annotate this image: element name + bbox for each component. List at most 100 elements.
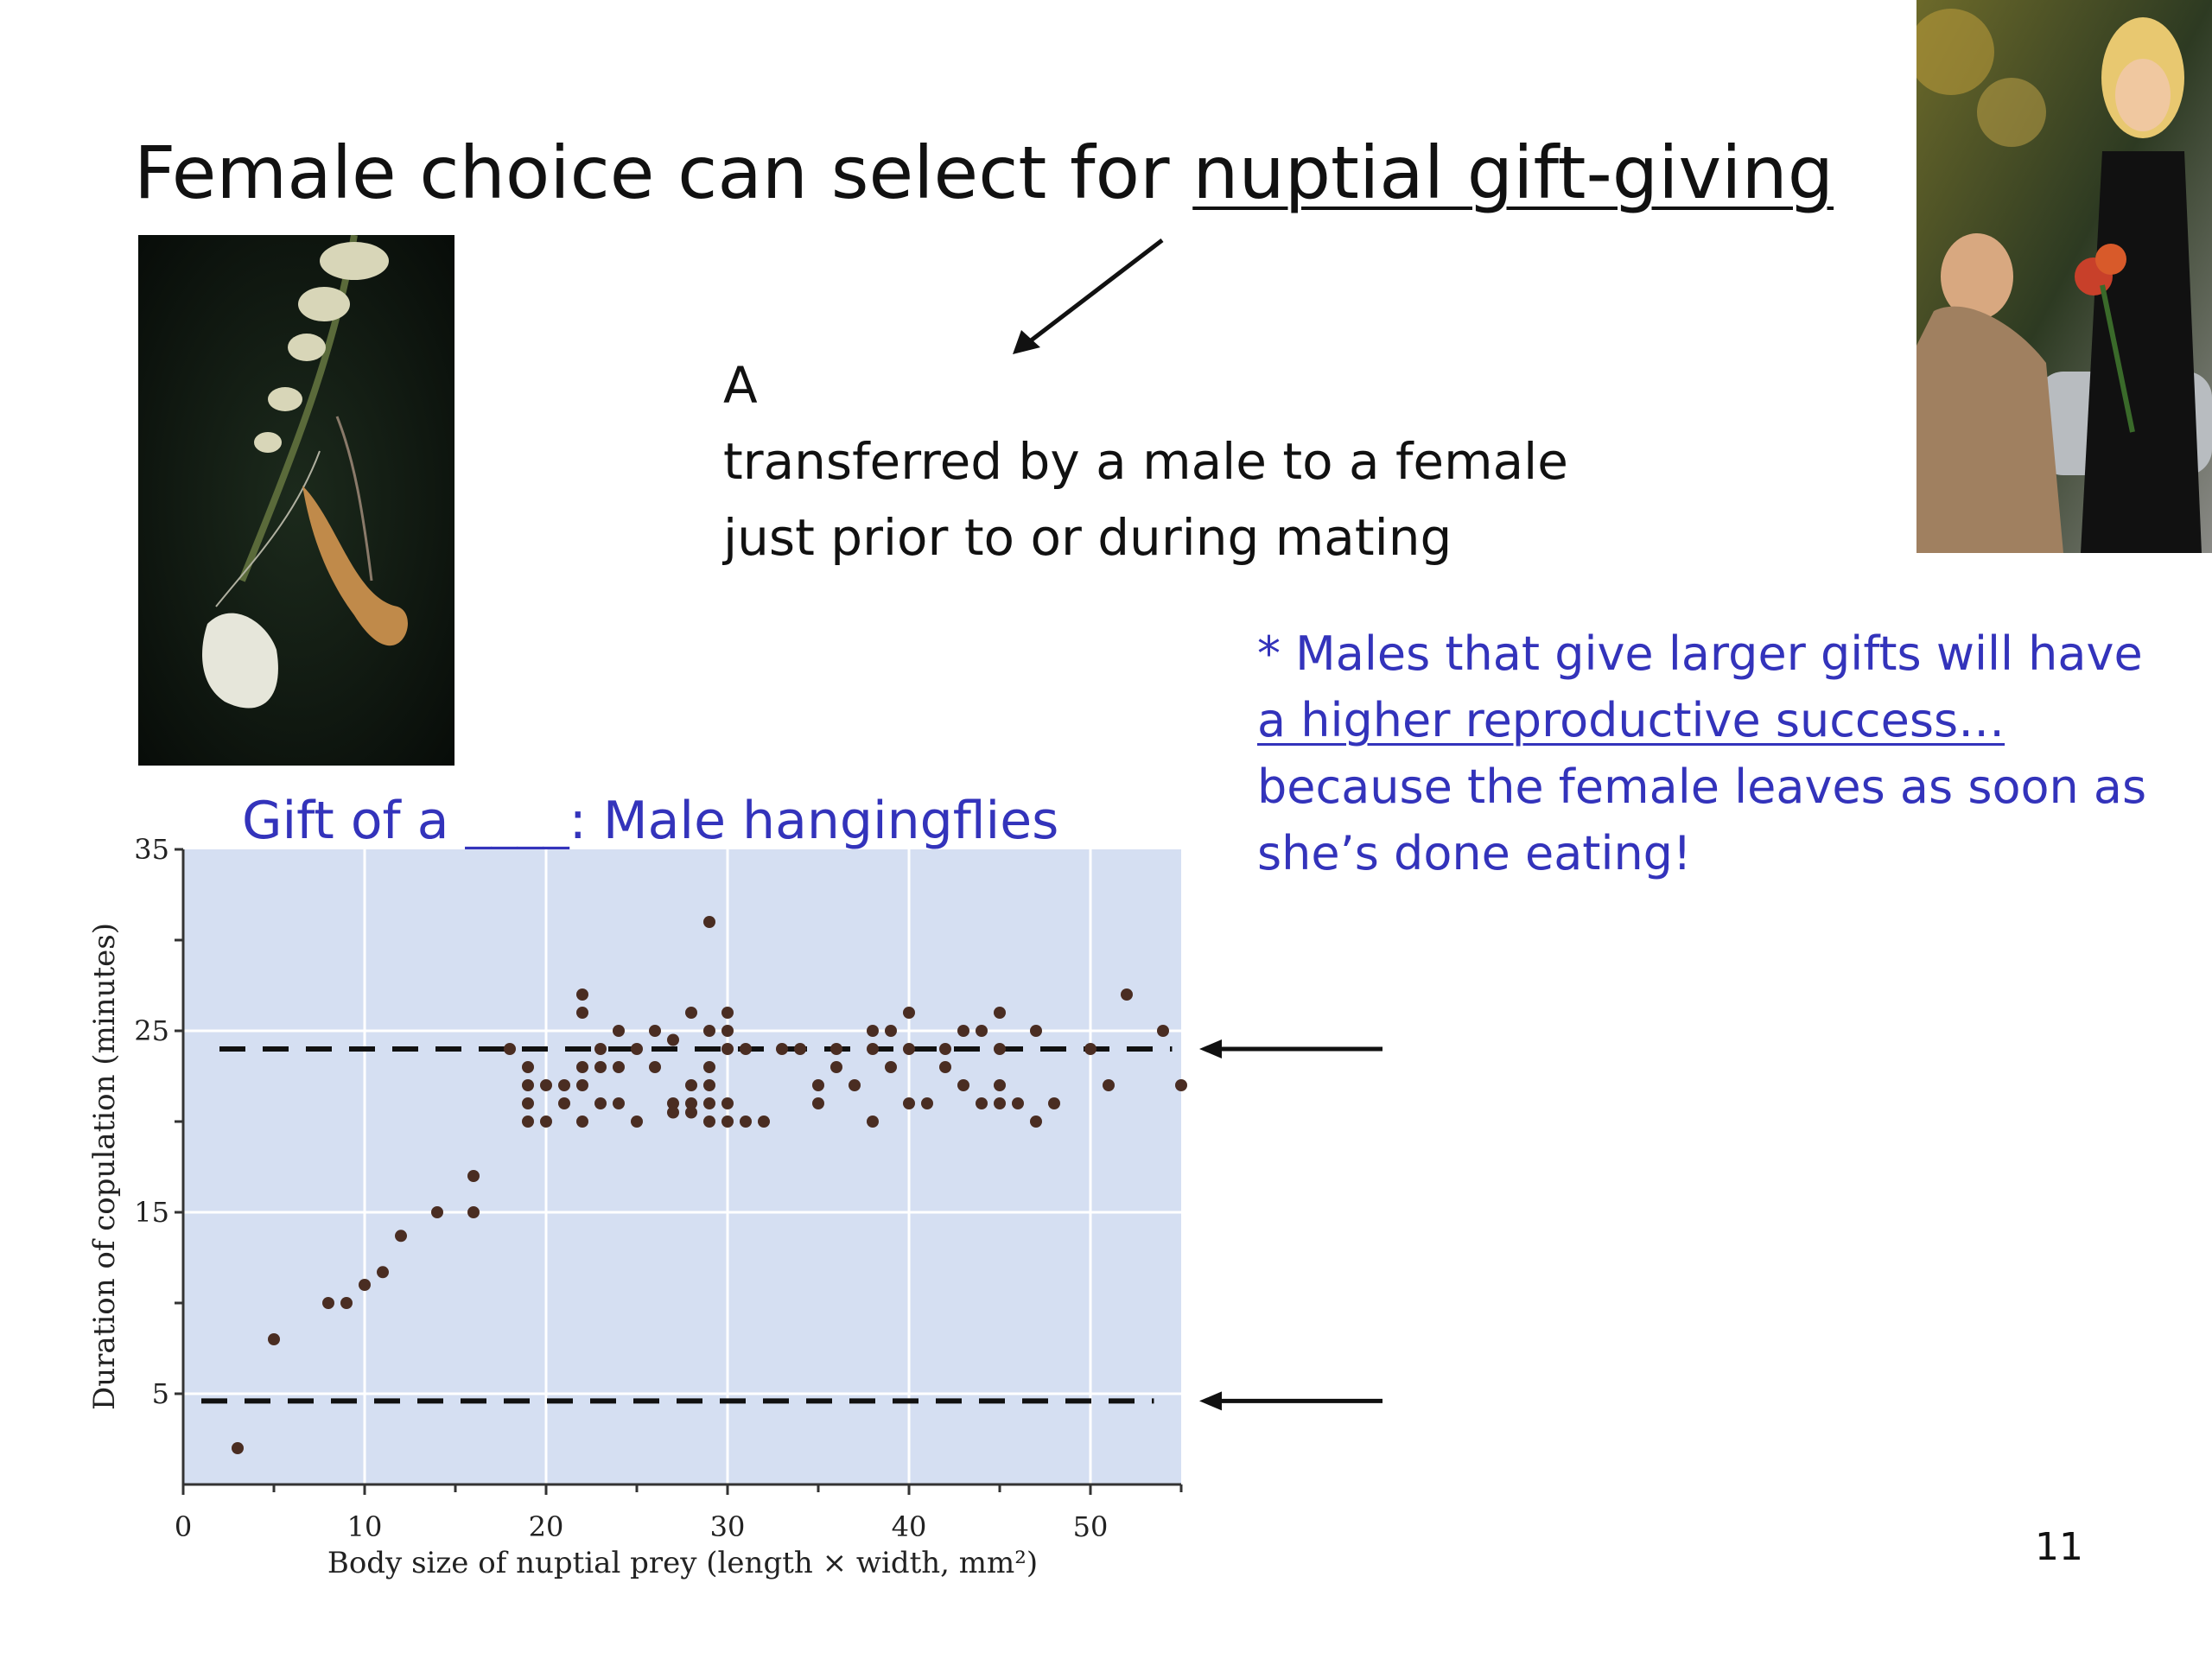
data-point	[1084, 1043, 1096, 1055]
data-point	[340, 1297, 353, 1309]
data-point	[721, 1043, 734, 1055]
y-axis-label: Duration of copulation (minutes)	[87, 923, 122, 1410]
data-point	[921, 1097, 933, 1109]
y-tick-label: 5	[152, 1377, 169, 1410]
data-point	[576, 988, 588, 1001]
data-point	[721, 1007, 734, 1019]
reproductive-success-note: * Males that give larger gifts will have…	[1257, 626, 2147, 880]
data-point	[994, 1043, 1006, 1055]
data-point	[667, 1033, 679, 1046]
data-point	[812, 1097, 824, 1109]
data-point	[867, 1116, 879, 1128]
data-point	[649, 1025, 661, 1037]
pointer-arrow-head	[1199, 1391, 1222, 1411]
data-point	[649, 1061, 661, 1073]
data-point	[504, 1043, 516, 1055]
plot-area	[183, 849, 1181, 1484]
data-point	[721, 1097, 734, 1109]
data-point	[703, 1097, 715, 1109]
data-point	[613, 1097, 625, 1109]
x-axis-label: Body size of nuptial prey (length × widt…	[327, 1546, 1038, 1580]
data-point	[976, 1097, 988, 1109]
data-point	[957, 1025, 969, 1037]
data-point	[467, 1170, 480, 1182]
data-point	[1175, 1079, 1187, 1091]
data-point	[703, 1025, 715, 1037]
x-tick-label: 0	[175, 1510, 192, 1543]
axes	[175, 848, 1183, 1495]
data-point	[903, 1007, 915, 1019]
data-point	[558, 1079, 570, 1091]
data-point	[939, 1061, 951, 1073]
data-points	[232, 916, 1187, 1454]
data-point	[830, 1061, 842, 1073]
data-point	[812, 1079, 824, 1091]
data-point	[377, 1266, 389, 1279]
data-point	[232, 1442, 244, 1454]
data-point	[976, 1025, 988, 1037]
data-point	[685, 1079, 697, 1091]
x-tick-label: 30	[710, 1510, 746, 1543]
data-point	[322, 1297, 334, 1309]
data-point	[758, 1116, 770, 1128]
definition-text: A transferred by a male to a female just…	[723, 356, 1568, 567]
data-point	[994, 1097, 1006, 1109]
data-point	[867, 1025, 879, 1037]
grid-lines	[183, 849, 1181, 1484]
data-point	[467, 1206, 480, 1218]
data-point	[703, 1116, 715, 1128]
data-point	[957, 1079, 969, 1091]
x-tick-label: 40	[892, 1510, 927, 1543]
data-point	[594, 1043, 607, 1055]
data-point	[703, 1061, 715, 1073]
data-point	[268, 1333, 280, 1345]
pointer-arrows	[1199, 1039, 1382, 1411]
data-point	[740, 1043, 752, 1055]
data-point	[667, 1097, 679, 1109]
data-point	[740, 1116, 752, 1128]
y-tick-label: 25	[134, 1014, 169, 1047]
data-point	[903, 1097, 915, 1109]
data-point	[558, 1097, 570, 1109]
x-tick-label: 10	[347, 1510, 383, 1543]
data-point	[395, 1230, 407, 1243]
data-point	[1157, 1025, 1169, 1037]
data-point	[631, 1043, 643, 1055]
hangingfly-photo	[138, 235, 454, 766]
x-tick-label: 20	[529, 1510, 564, 1543]
data-point	[431, 1206, 443, 1218]
couple-gift-photo	[1916, 0, 2212, 553]
data-point	[994, 1007, 1006, 1019]
data-point	[776, 1043, 788, 1055]
data-point	[631, 1116, 643, 1128]
data-point	[849, 1079, 861, 1091]
data-point	[576, 1061, 588, 1073]
slide-title: Female choice can select for nuptial gif…	[134, 130, 1834, 215]
term-arrow	[1013, 238, 1164, 354]
data-point	[685, 1097, 697, 1109]
data-point	[1121, 988, 1133, 1001]
data-point	[830, 1043, 842, 1055]
data-point	[885, 1025, 897, 1037]
data-point	[540, 1116, 552, 1128]
data-point	[721, 1116, 734, 1128]
data-point	[522, 1097, 534, 1109]
data-point	[939, 1043, 951, 1055]
data-point	[540, 1079, 552, 1091]
data-point	[594, 1097, 607, 1109]
data-point	[794, 1043, 806, 1055]
y-tick-label: 15	[134, 1196, 169, 1229]
data-point	[594, 1061, 607, 1073]
data-point	[359, 1279, 371, 1291]
data-point	[667, 1106, 679, 1119]
data-point	[703, 916, 715, 928]
data-point	[867, 1043, 879, 1055]
reference-lines	[201, 1046, 1173, 1404]
data-point	[685, 1106, 697, 1119]
data-point	[522, 1116, 534, 1128]
data-point	[994, 1079, 1006, 1091]
tick-labels: 0 10 20 30 40 50 5 15 25 35	[134, 833, 1108, 1543]
data-point	[721, 1025, 734, 1037]
page-number: 11	[2035, 1525, 2083, 1569]
